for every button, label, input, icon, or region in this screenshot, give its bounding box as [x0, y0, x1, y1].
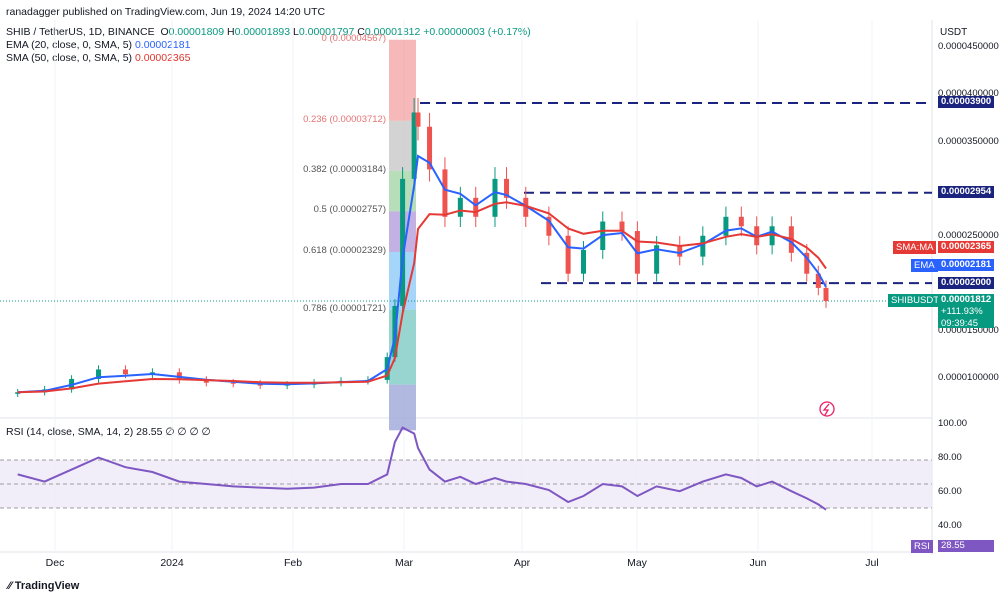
alert-icon [819, 401, 835, 417]
candle-body [427, 126, 433, 170]
rsi-tick: 40.00 [938, 520, 962, 531]
x-tick: Jul [865, 557, 879, 569]
x-tick: Dec [45, 557, 65, 569]
fib-level-label: 0.236 (0.00003712) [303, 113, 386, 125]
rsi-tag: RSI [911, 540, 933, 553]
last-price: 0.00001812 [941, 294, 992, 305]
candle-body [654, 245, 660, 274]
currency-label[interactable]: USDT [940, 27, 968, 38]
candle-body [565, 235, 571, 274]
level-box-2000: 0.00002000 [938, 277, 994, 289]
candle-body [400, 178, 406, 306]
rsi-value-box: 28.55 [938, 540, 994, 552]
price-tick: 0.0000100000 [938, 372, 999, 383]
price-tick: 0.0000150000 [938, 325, 999, 336]
rsi-tick: 60.00 [938, 486, 962, 497]
ema-line [17, 154, 827, 394]
ema-legend[interactable]: EMA (20, close, 0, SMA, 5) 0.00002181 [6, 39, 191, 51]
candle-body [411, 112, 417, 179]
alert-icon-bolt [822, 403, 830, 416]
ema-tag: EMA [911, 259, 938, 272]
x-tick: Jun [749, 557, 767, 569]
candle-body [581, 249, 587, 274]
candle-body [203, 379, 209, 383]
candle-body [619, 221, 625, 232]
rsi-legend[interactable]: RSI (14, close, SMA, 14, 2) 28.55 ∅ ∅ ∅ … [6, 426, 211, 438]
fib-band [389, 384, 416, 431]
rsi-tick: 100.00 [938, 418, 968, 429]
candle-body [546, 216, 552, 236]
candle-body [815, 273, 821, 288]
rsi-line [17, 426, 827, 511]
sma-value: 0.00002365 [134, 52, 191, 64]
high-value: 0.00001893 [234, 26, 291, 38]
close-value: 0.00001812 [364, 26, 421, 38]
x-tick: May [627, 557, 647, 569]
x-tick: 2024 [160, 557, 184, 569]
candle-body [473, 197, 479, 217]
candle-body [96, 369, 102, 379]
x-tick: Mar [394, 557, 414, 569]
fib-level-label: 0.382 (0.00003184) [303, 163, 386, 175]
countdown: 09:39:45 [941, 318, 978, 329]
low-value: 0.00001797 [298, 26, 355, 38]
ema-value: 0.00002181 [134, 39, 191, 51]
candle-body [723, 216, 729, 236]
fib-level-label: 0.618 (0.00002329) [303, 244, 386, 256]
candle-body [442, 169, 448, 217]
rsi-legend-value: 28.55 [136, 426, 163, 438]
tradingview-logo[interactable]: ⁄⁄ TradingView [8, 580, 80, 592]
price-tick: 0.0000350000 [938, 136, 999, 147]
level-box-2954: 0.00002954 [938, 186, 994, 198]
fib-level-label: 0.786 (0.00001721) [303, 302, 386, 314]
symbol-legend: SHIB / TetherUS, 1D, BINANCE O0.00001809… [6, 26, 531, 38]
price-tick: 0.0000250000 [938, 230, 999, 241]
candle-body [823, 287, 829, 301]
symbol-name[interactable]: SHIB / TetherUS, 1D, BINANCE [6, 26, 155, 38]
publisher-line: ranadagger published on TradingView.com,… [6, 6, 326, 18]
fib-level-label: 0 (0.00004567) [321, 32, 386, 44]
last-price-box: 0.00001812 +111.93% 09:39:45 [938, 294, 994, 329]
x-tick: Apr [513, 557, 531, 569]
last-change: +111.93% [941, 306, 983, 317]
candle-body [230, 382, 236, 384]
change-value: +0.00000003 (+0.17%) [423, 26, 531, 38]
sma-legend[interactable]: SMA (50, close, 0, SMA, 5) 0.00002365 [6, 52, 191, 64]
candle-body [492, 178, 498, 217]
candle-body [122, 369, 128, 375]
candle-body [457, 197, 463, 217]
tv-logo-icon: ⁄⁄ [8, 580, 12, 592]
fib-band [389, 39, 416, 121]
open-value: 0.00001809 [168, 26, 225, 38]
candle-body [504, 178, 510, 198]
candle-body [15, 392, 21, 394]
symbol-tag: SHIBUSDT [888, 294, 943, 307]
x-tick: Feb [283, 557, 303, 569]
candle-body [523, 197, 529, 217]
sma-tag: SMA:MA [893, 241, 937, 254]
rsi-tick: 80.00 [938, 452, 962, 463]
candle-body [677, 245, 683, 257]
candle-body [769, 226, 775, 246]
candle-body [415, 112, 421, 127]
price-tick: 0.0000450000 [938, 41, 999, 52]
candle-body [700, 235, 706, 257]
fib-band [389, 120, 416, 171]
ema-price-box: 0.00002181 [938, 259, 994, 271]
candle-body [804, 252, 810, 274]
price-tick: 0.0000400000 [938, 88, 999, 99]
sma-line [17, 201, 827, 394]
level-box-3900: 0.00003900 [938, 96, 994, 108]
candle-body [738, 216, 744, 227]
sma-price-box: 0.00002365 [938, 241, 994, 253]
fib-level-label: 0.5 (0.00002757) [313, 204, 386, 216]
